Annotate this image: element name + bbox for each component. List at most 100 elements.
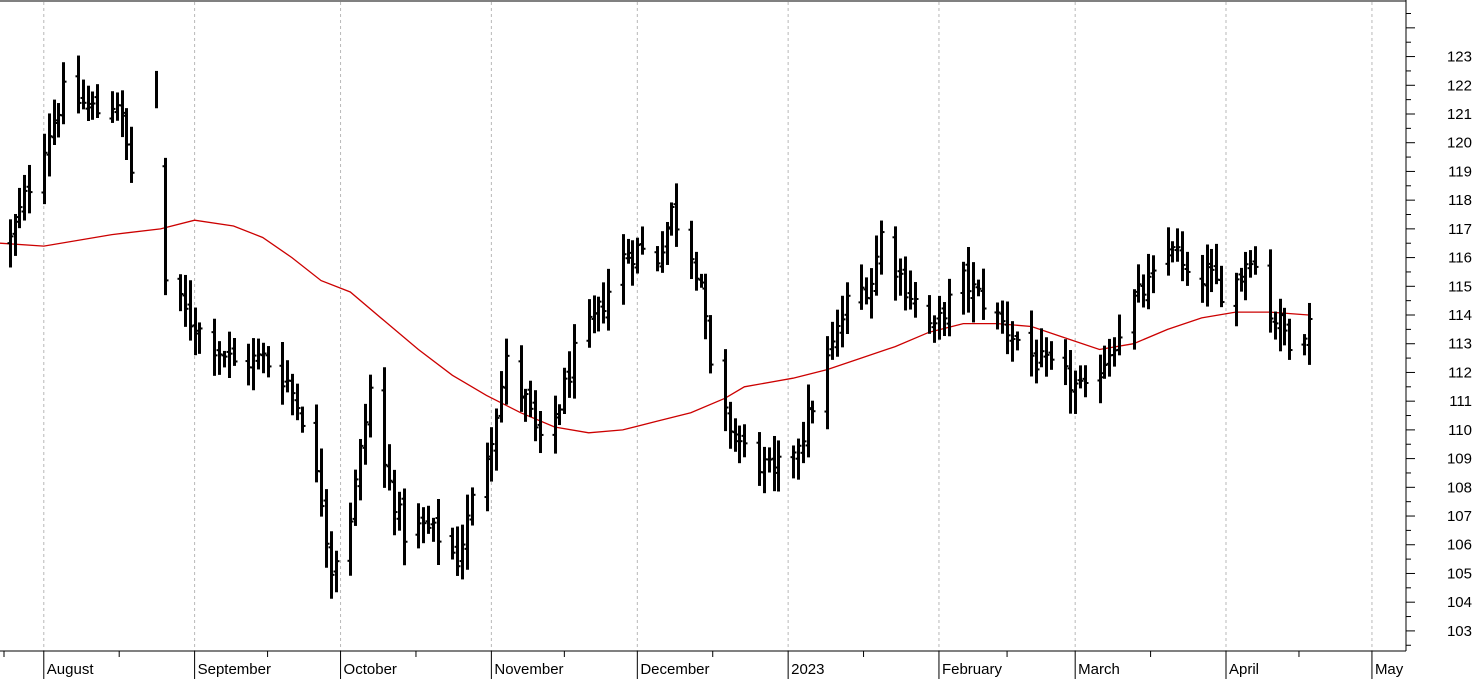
y-tick-label: 119 — [1448, 163, 1472, 180]
y-tick-label: 123 — [1447, 49, 1472, 66]
ohlc-bar — [873, 235, 880, 296]
ohlc-bar — [89, 91, 96, 120]
ohlc-bar — [357, 438, 364, 501]
ohlc-bar — [639, 226, 646, 255]
ohlc-bar — [1140, 274, 1147, 308]
ohlc-bar — [926, 295, 933, 334]
y-tick-label: 114 — [1448, 307, 1472, 324]
y-tick-label: 108 — [1447, 479, 1472, 496]
ohlc-bar — [1150, 255, 1157, 294]
ohlc-bar — [1252, 246, 1259, 275]
ohlc-bar — [1038, 328, 1045, 368]
ohlc-bar — [775, 440, 782, 492]
ohlc-bar — [605, 268, 612, 331]
ohlc-bar — [931, 315, 938, 343]
ohlc-bar — [994, 302, 1001, 330]
ohlc-bar — [46, 113, 53, 177]
ohlc-bar — [488, 427, 495, 482]
ohlc-bar — [1301, 334, 1308, 356]
ohlc-bar — [600, 282, 607, 324]
x-tick-label: September — [198, 661, 271, 678]
ohlc-bar — [449, 527, 456, 560]
ohlc-bar — [595, 296, 602, 332]
ohlc-bar — [362, 403, 369, 465]
ohlc-bar — [795, 438, 802, 480]
ohlc-bar — [41, 133, 48, 205]
ohlc-bar — [323, 489, 330, 568]
ohlc-bar — [829, 321, 836, 360]
ohlc-bar — [965, 247, 972, 313]
ohlc-bar — [824, 336, 831, 430]
ohlc-bar — [1101, 345, 1108, 379]
ohlc-bar — [289, 373, 296, 416]
ohlc-bar — [401, 488, 408, 566]
ohlc-bar — [741, 424, 748, 458]
ohlc-bar — [1072, 370, 1079, 414]
ohlc-bar — [415, 503, 422, 549]
ohlc-bar — [425, 505, 432, 534]
ohlc-bar — [1067, 350, 1074, 414]
ohlc-bar — [897, 258, 904, 296]
ohlc-bar — [459, 524, 466, 580]
x-tick-label: November — [494, 661, 563, 678]
ohlc-bar — [162, 157, 169, 296]
ohlc-bar — [328, 531, 335, 599]
x-tick-label: August — [47, 661, 95, 678]
ohlc-bar — [386, 444, 393, 491]
ohlc-bar — [892, 226, 899, 301]
ohlc-bar — [839, 295, 846, 348]
grid — [43, 2, 1373, 651]
ohlc-bar — [211, 318, 218, 376]
ohlc-bar — [975, 279, 982, 297]
ohlc-bar — [912, 282, 919, 318]
x-tick-label: May — [1375, 661, 1404, 678]
ohlc-bar — [537, 411, 544, 454]
ohlc-bar — [250, 338, 257, 391]
x-tick-label: February — [942, 661, 1003, 678]
ohlc-bar — [693, 251, 700, 291]
ohlc-bar — [16, 187, 23, 229]
ohlc-bar — [1199, 254, 1206, 303]
x-tick-label: 2023 — [791, 661, 824, 678]
ohlc-bar — [868, 268, 875, 319]
ohlc-bar — [980, 268, 987, 320]
ohlc-bar — [318, 448, 325, 517]
ohlc-bar — [333, 550, 340, 593]
y-tick-label: 106 — [1447, 537, 1472, 554]
ohlc-bar — [1116, 314, 1123, 356]
y-tick-label: 120 — [1447, 135, 1472, 152]
ohlc-bar — [1169, 241, 1176, 263]
price-bars-layer — [7, 55, 1313, 599]
ohlc-bar — [1062, 339, 1069, 386]
ohlc-bar — [396, 491, 403, 531]
ohlc-bar — [1184, 251, 1191, 286]
ohlc-bar — [503, 338, 510, 405]
ohlc-bar — [60, 62, 67, 125]
ohlc-bar — [668, 202, 675, 236]
ohlc-bar — [128, 126, 135, 183]
ohlc-bar — [80, 79, 87, 110]
ohlc-bar — [21, 174, 28, 221]
ohlc-bar — [196, 322, 203, 354]
ohlc-bar — [722, 349, 729, 432]
ohlc-bar — [527, 380, 534, 418]
ohlc-bar — [1048, 341, 1055, 370]
ohlc-bar — [1014, 331, 1021, 351]
ohlc-bar — [1272, 311, 1279, 340]
ohlc-bar — [629, 240, 636, 286]
ohlc-bar — [1077, 365, 1084, 389]
ohlc-bar — [1082, 365, 1089, 398]
ohlc-bar — [435, 499, 442, 566]
ohlc-bar — [177, 274, 184, 312]
ohlc-bar — [182, 274, 189, 327]
ohlc-bar — [26, 164, 33, 214]
ohlc-bar — [673, 183, 680, 247]
ohlc-bar — [381, 367, 388, 488]
ohlc-bar — [469, 487, 476, 526]
ohlc-bar — [109, 91, 116, 123]
ohlc-bar — [659, 231, 666, 273]
ohlc-bar — [221, 350, 228, 368]
ohlc-bar — [347, 502, 354, 576]
y-tick-label: 115 — [1448, 278, 1472, 295]
